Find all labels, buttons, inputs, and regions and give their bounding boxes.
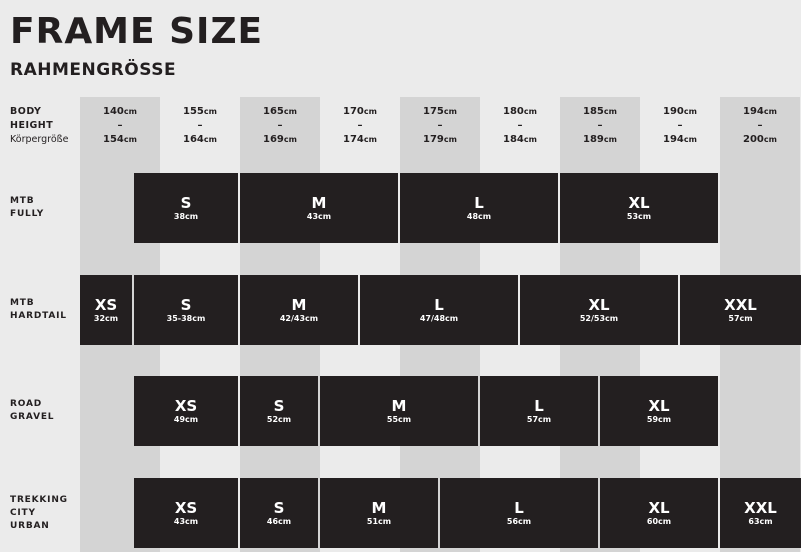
size-label: S — [273, 397, 285, 415]
size-block: XL 59cm — [600, 376, 718, 446]
size-label: XXL — [744, 499, 777, 517]
frame-cm: 53cm — [626, 212, 652, 221]
frame-cm: 51cm — [366, 517, 392, 526]
size-block: M 51cm — [320, 478, 438, 548]
height-range: 180cm –184cm — [503, 106, 537, 145]
body-height-label: BODY HEIGHT Körpergröße — [10, 105, 68, 147]
size-block: XS 43cm — [134, 478, 238, 548]
frame-cm: 52cm — [266, 415, 292, 424]
page-title: FRAME SIZE — [10, 11, 264, 52]
size-label: XS — [94, 296, 118, 314]
frame-cm: 49cm — [173, 415, 199, 424]
size-block: XXL 57cm — [680, 275, 801, 345]
frame-cm: 59cm — [646, 415, 672, 424]
frame-cm: 42/43cm — [279, 314, 319, 323]
size-block: L 56cm — [440, 478, 598, 548]
size-block: XXL 63cm — [720, 478, 801, 548]
size-label: XS — [174, 397, 198, 415]
label-line: BODY — [10, 106, 42, 117]
frame-cm: 46cm — [266, 517, 292, 526]
size-label: XXL — [724, 296, 757, 314]
size-block: XS 49cm — [134, 376, 238, 446]
size-block: M 43cm — [240, 173, 398, 243]
label-line: Körpergröße — [10, 134, 69, 145]
size-block: S 52cm — [240, 376, 318, 446]
frame-cm: 38cm — [173, 212, 199, 221]
frame-cm: 43cm — [306, 212, 332, 221]
size-block: L 48cm — [400, 173, 558, 243]
size-label: L — [474, 194, 484, 212]
size-label: M — [311, 194, 327, 212]
size-block: XL 60cm — [600, 478, 718, 548]
frame-cm: 63cm — [748, 517, 773, 526]
frame-cm: 48cm — [466, 212, 492, 221]
size-label: M — [291, 296, 307, 314]
size-block: XL 52/53cm — [520, 275, 678, 345]
frame-cm: 55cm — [386, 415, 412, 424]
row-label: MTB FULLY — [10, 196, 45, 219]
size-label: M — [371, 499, 387, 517]
size-block: XS 32cm — [80, 275, 132, 345]
size-label: S — [180, 194, 192, 212]
label-line: HEIGHT — [10, 120, 54, 131]
size-block: XL 53cm — [560, 173, 718, 243]
row-label: TREKKING CITY URBAN — [10, 494, 68, 531]
size-label: XS — [174, 499, 198, 517]
size-label: L — [534, 397, 544, 415]
size-label: XL — [648, 499, 670, 517]
size-block: S 46cm — [240, 478, 318, 548]
size-label: XL — [628, 194, 650, 212]
height-range: 165cm –169cm — [263, 106, 297, 145]
size-label: S — [180, 296, 192, 314]
frame-cm: 43cm — [173, 517, 199, 526]
size-label: S — [273, 499, 285, 517]
frame-cm: 35-38cm — [166, 314, 206, 323]
height-range: 175cm –179cm — [423, 106, 457, 145]
size-label: XL — [648, 397, 670, 415]
frame-cm: 56cm — [506, 517, 532, 526]
frame-cm: 32cm — [93, 314, 119, 323]
size-block: S 38cm — [134, 173, 238, 243]
page-subtitle: RAHMENGRÖSSE — [10, 60, 177, 80]
height-range: 170cm –174cm — [343, 106, 377, 145]
size-label: XL — [588, 296, 610, 314]
height-range: 185cm –189cm — [583, 106, 617, 145]
size-block: M 42/43cm — [240, 275, 358, 345]
size-block: S 35-38cm — [134, 275, 238, 345]
height-range: 190cm –194cm — [663, 106, 697, 145]
size-label: L — [514, 499, 524, 517]
frame-cm: 57cm — [526, 415, 552, 424]
frame-cm: 52/53cm — [579, 314, 619, 323]
frame-cm: 57cm — [728, 314, 753, 323]
frame-cm: 60cm — [646, 517, 672, 526]
size-label: M — [391, 397, 407, 415]
size-block: M 55cm — [320, 376, 478, 446]
row-label: ROAD GRAVEL — [10, 399, 55, 422]
size-block: L 47/48cm — [360, 275, 518, 345]
row-label: MTB HARDTAIL — [10, 298, 67, 321]
size-block: L 57cm — [480, 376, 598, 446]
frame-cm: 47/48cm — [419, 314, 459, 323]
height-range: 140cm –154cm — [103, 106, 137, 145]
height-range: 194cm –200cm — [743, 106, 777, 145]
height-range: 155cm –164cm — [183, 106, 217, 145]
size-label: L — [434, 296, 444, 314]
